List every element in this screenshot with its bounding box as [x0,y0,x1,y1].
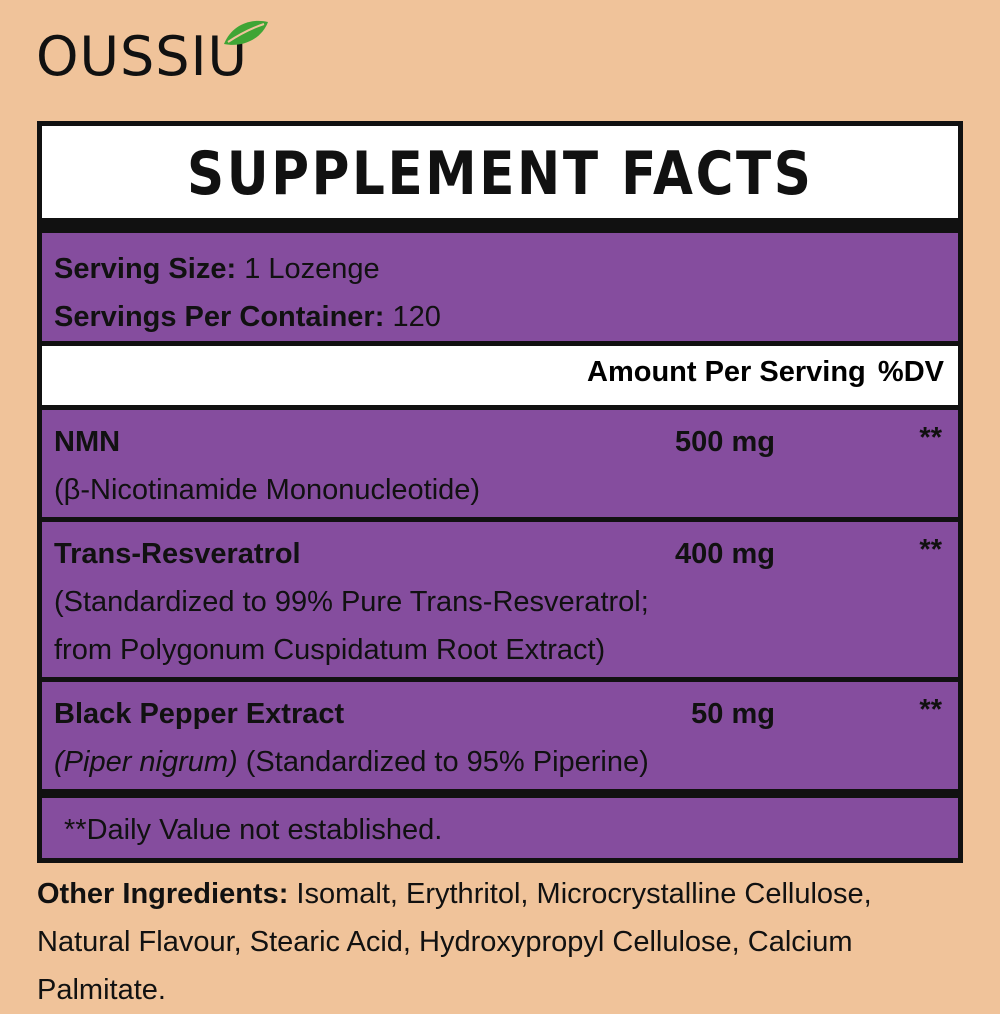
footnote: **Daily Value not established. [64,814,443,846]
serving-info: Serving Size: 1 Lozenge Servings Per Con… [42,233,958,341]
leaf-icon [224,20,268,45]
ingredient-dv: ** [919,422,942,454]
supplement-facts-panel: SUPPLEMENT FACTS Serving Size: 1 Lozenge… [37,121,963,863]
servings-per-container-value: 120 [392,301,441,333]
standardization-text: (Standardized to 95% Piperine) [237,746,649,778]
ingredient-amount: 500 mg [675,426,775,458]
dv-header: %DV [877,356,944,388]
page-title: SUPPLEMENT FACTS [186,139,814,209]
table-header: Amount Per Serving %DV [42,346,958,405]
amount-per-serving-header: Amount Per Serving [587,356,866,388]
ingredient-description-cont: from Polygonum Cuspidatum Root Extract) [54,634,606,666]
ingredient-row: NMN (β-Nicotinamide Mononucleotide) 500 … [42,410,958,517]
ingredient-row: Black Pepper Extract (Piper nigrum) (Sta… [42,682,958,789]
ingredient-dv: ** [919,694,942,726]
other-ingredients: Other Ingredients: Isomalt, Erythritol, … [37,870,967,1014]
ingredient-name: Black Pepper Extract [54,698,345,730]
title-row: SUPPLEMENT FACTS [42,126,958,218]
brand-logo: OUSSIU [36,25,249,88]
latin-name: (Piper nigrum) [54,746,238,778]
footnote-row: **Daily Value not established. [42,798,958,858]
ingredient-row: Trans-Resveratrol (Standardized to 99% P… [42,522,958,677]
ingredient-description: (Standardized to 99% Pure Trans-Resverat… [54,586,649,618]
ingredient-dv: ** [919,534,942,566]
serving-size-label: Serving Size: [54,253,237,285]
servings-per-container-line: Servings Per Container: 120 [54,293,958,341]
servings-per-container-label: Servings Per Container: [54,301,385,333]
ingredient-description: (Piper nigrum) (Standardized to 95% Pipe… [54,738,958,786]
serving-size-line: Serving Size: 1 Lozenge [54,245,958,293]
ingredient-name: NMN [54,426,121,458]
ingredient-amount: 400 mg [675,538,775,570]
ingredient-name: Trans-Resveratrol [54,538,301,570]
ingredient-amount: 50 mg [691,698,775,730]
other-ingredients-label: Other Ingredients: [37,878,289,910]
ingredient-description: (β-Nicotinamide Mononucleotide) [54,474,481,506]
other-ingredients-text: Isomalt, Erythritol, Microcrystalline Ce… [37,878,872,1006]
serving-size-value: 1 Lozenge [244,253,380,285]
